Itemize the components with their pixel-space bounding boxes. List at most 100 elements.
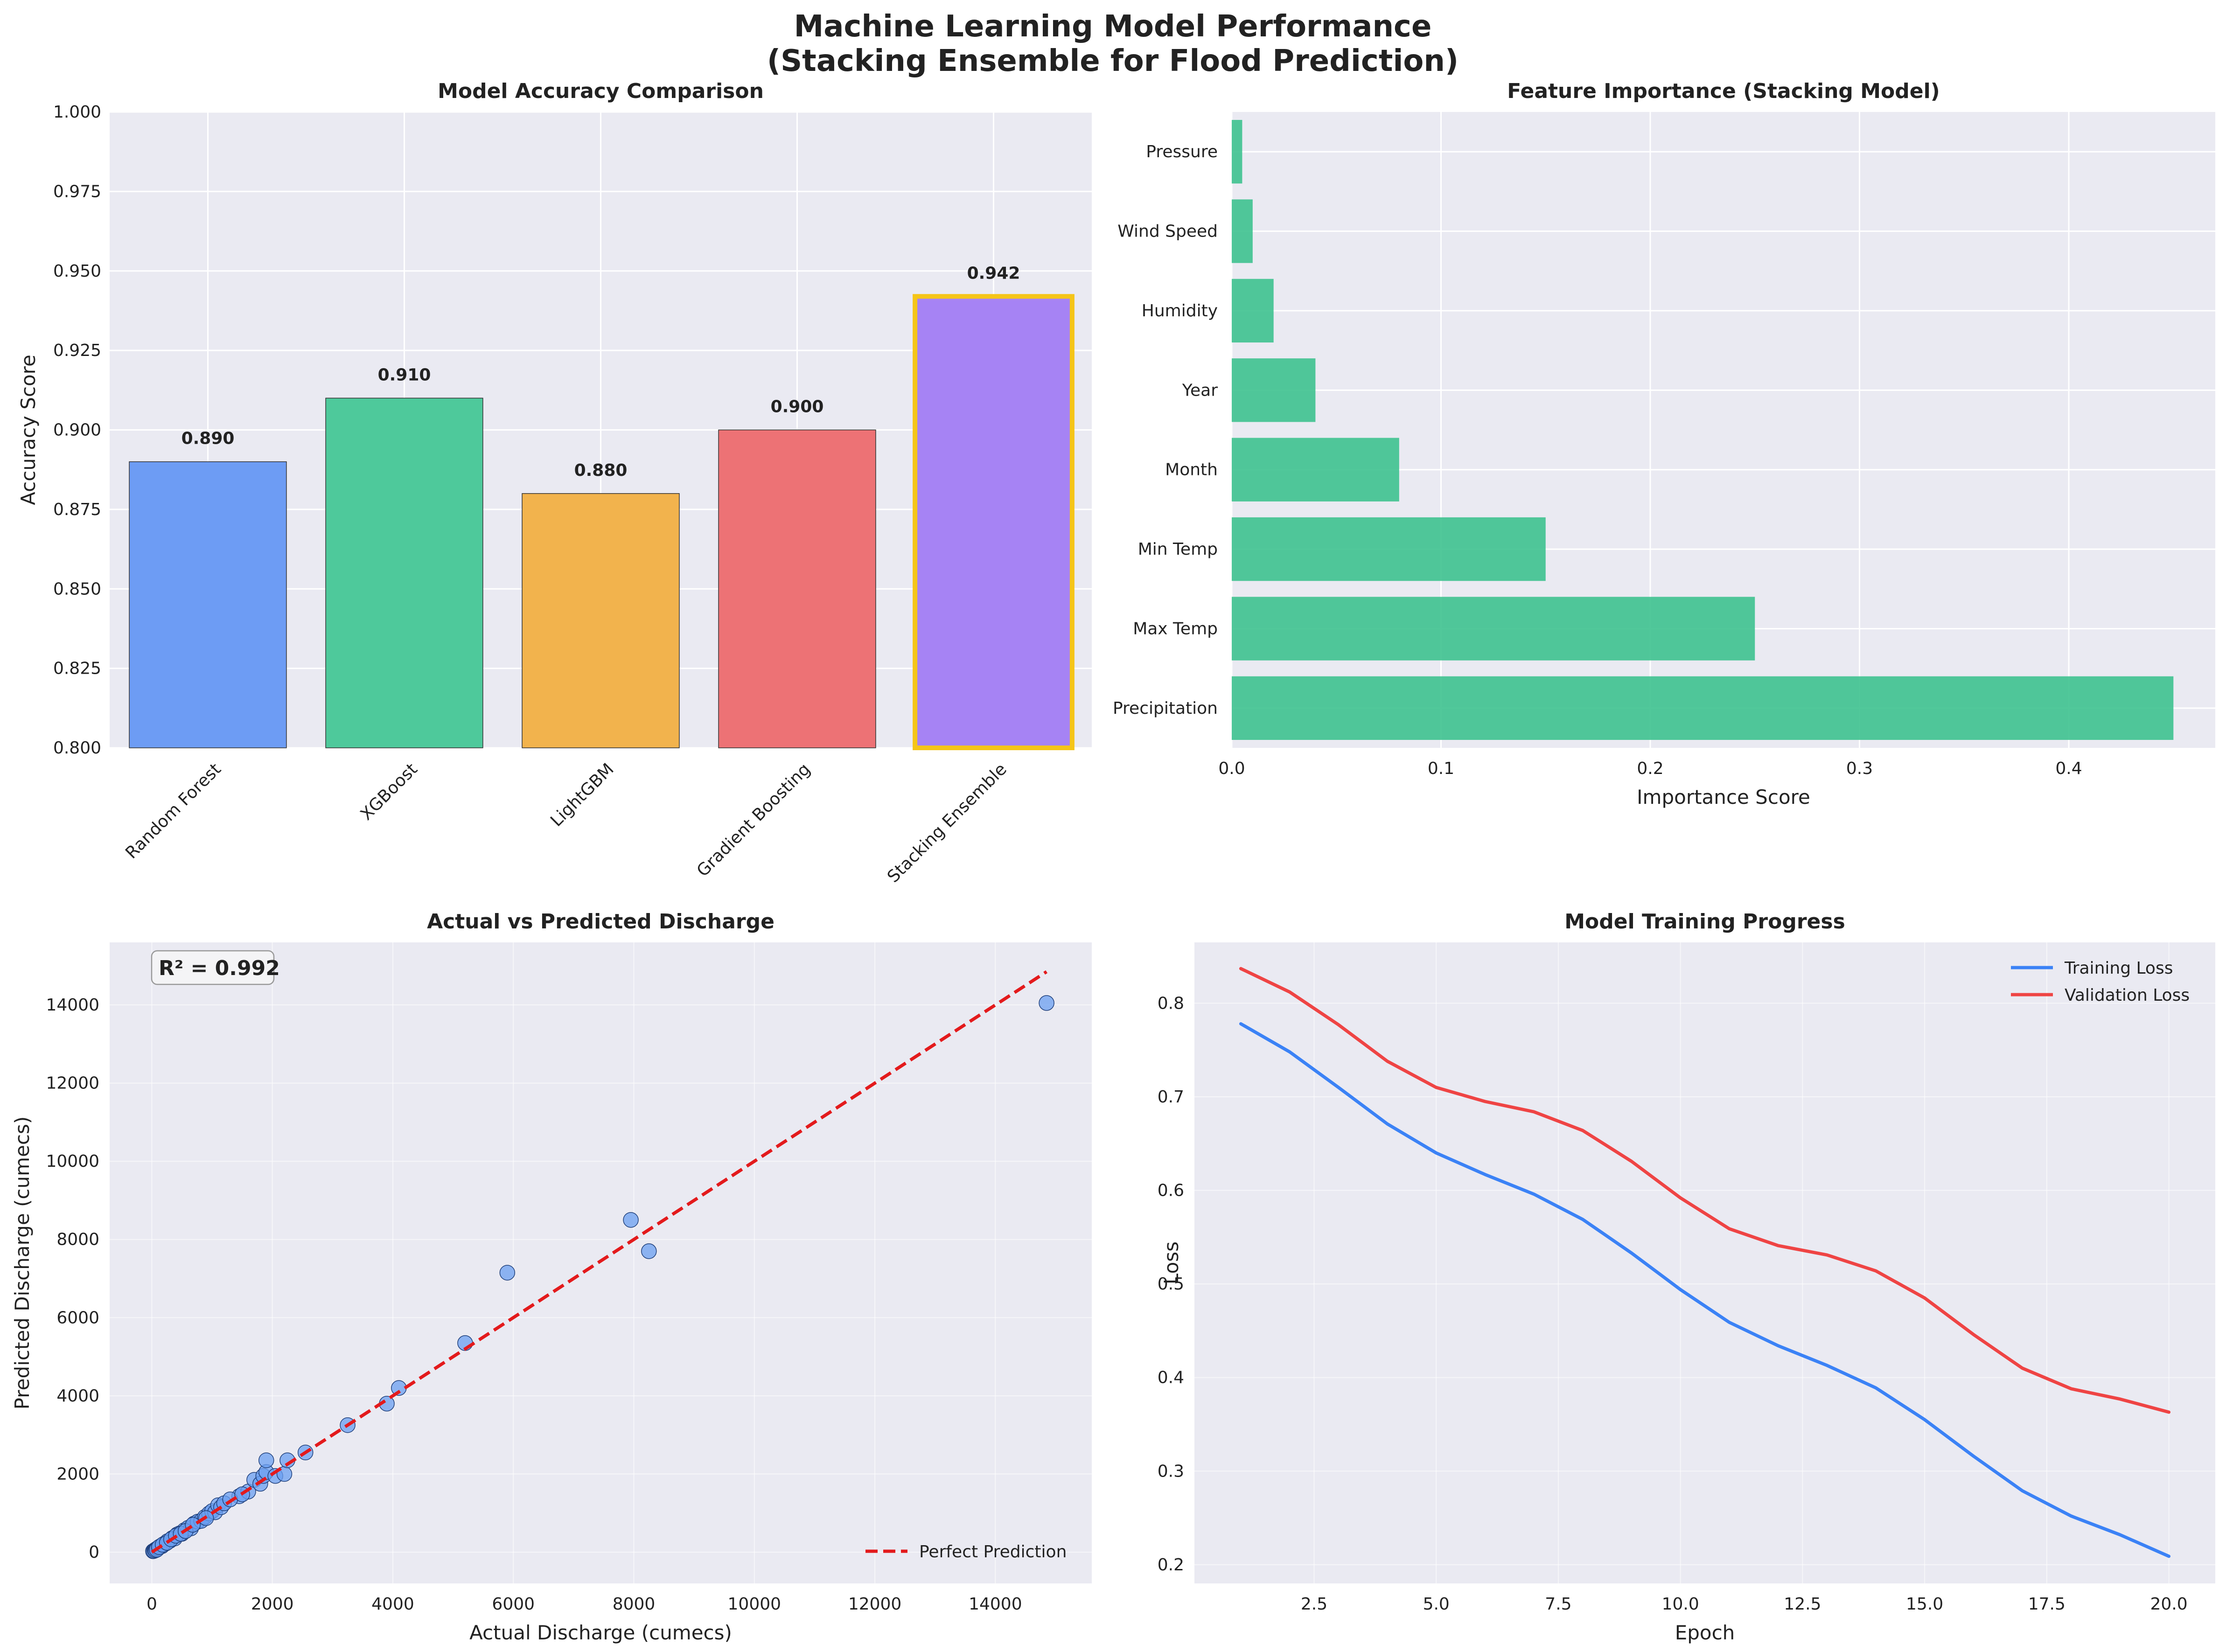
training-plot-area (1194, 942, 2215, 1583)
scatter-ytick-label: 12000 (46, 1074, 99, 1093)
importance-bar (1232, 358, 1316, 422)
training-ytick-label: 0.4 (1158, 1368, 1184, 1387)
importance-xtick-label: 0.3 (1846, 759, 1873, 778)
accuracy-ytick-label: 0.825 (53, 659, 101, 678)
importance-xtick-label: 0.4 (2055, 759, 2082, 778)
scatter-point (641, 1243, 657, 1259)
r2-annotation: R² = 0.992 (159, 956, 280, 980)
accuracy-bar (913, 294, 1075, 750)
importance-ytick-label: Month (1165, 460, 1218, 480)
importance-bar (1232, 199, 1253, 263)
scatter-xlabel: Actual Discharge (cumecs) (469, 1621, 732, 1644)
scatter-xtick-label: 6000 (492, 1595, 535, 1614)
scatter-point (499, 1265, 516, 1281)
scatter-ylabel: Predicted Discharge (cumecs) (11, 1116, 34, 1409)
accuracy-value-label: 0.880 (574, 461, 628, 480)
training-xtick-label: 10.0 (1662, 1595, 1699, 1614)
accuracy-xtick-label: XGBoost (357, 760, 421, 824)
training-xtick-label: 17.5 (2028, 1595, 2066, 1614)
training-ytick-label: 0.2 (1158, 1555, 1184, 1575)
scatter-ytick-label: 14000 (46, 996, 99, 1015)
accuracy-value-label: 0.890 (181, 429, 235, 448)
accuracy-ytick-label: 0.975 (53, 182, 101, 201)
scatter-xtick-label: 2000 (251, 1595, 294, 1614)
accuracy-ytick-label: 0.900 (53, 421, 101, 440)
importance-bar (1232, 120, 1242, 184)
training-xtick-label: 20.0 (2150, 1595, 2187, 1614)
r2-annotation-box (151, 950, 275, 985)
accuracy-ylabel: Accuracy Score (17, 355, 40, 505)
accuracy-bar (325, 397, 483, 748)
importance-bar (1232, 676, 2174, 740)
training-xtick-label: 2.5 (1301, 1595, 1327, 1614)
discharge-scatter-chart: 0 2000 4000 6000 8000 10000 12000 14000 0 2000 400… (11, 910, 1092, 1644)
training-xlabel: Epoch (1675, 1621, 1735, 1644)
accuracy-ytick-label: 0.950 (53, 262, 101, 281)
scatter-point (1039, 995, 1054, 1011)
importance-ytick-label: Wind Speed (1117, 222, 1218, 241)
scatter-ytick-label: 8000 (56, 1230, 99, 1249)
scatter-xtick-label: 4000 (371, 1595, 414, 1614)
scatter-xtick-label: 12000 (848, 1595, 902, 1614)
importance-ytick-label: Humidity (1142, 301, 1218, 321)
training-progress-chart: 2.5 5.0 7.5 10.0 12.5 15.0 17.5 20.0 0.2 0.3 0.4 0.… (1158, 910, 2215, 1644)
legend-training-label: Training Loss (2064, 959, 2173, 978)
importance-bar (1232, 279, 1274, 343)
scatter-ytick-label: 2000 (56, 1464, 99, 1484)
scatter-ytick-label: 6000 (56, 1308, 99, 1327)
training-title: Model Training Progress (1564, 910, 1845, 934)
accuracy-xtick-label: Gradient Boosting (693, 760, 814, 880)
training-ytick-label: 0.8 (1158, 994, 1184, 1013)
training-ytick-label: 0.3 (1158, 1462, 1184, 1481)
importance-xtick-label: 0.1 (1428, 759, 1454, 778)
scatter-point (623, 1212, 639, 1228)
importance-xtick-label: 0.2 (1637, 759, 1663, 778)
scatter-ytick-label: 0 (89, 1543, 99, 1562)
legend-perfect-prediction-label: Perfect Prediction (919, 1542, 1067, 1561)
accuracy-title: Model Accuracy Comparison (438, 79, 764, 103)
training-ytick-label: 0.5 (1158, 1275, 1184, 1294)
accuracy-value-label: 0.900 (771, 397, 824, 417)
importance-xlabel: Importance Score (1637, 786, 1810, 809)
accuracy-bar (522, 493, 680, 748)
validation-loss-line (1239, 967, 2171, 1414)
scatter-point (258, 1452, 274, 1468)
importance-ytick-label: Max Temp (1133, 619, 1218, 638)
training-ylabel: Loss (1160, 1241, 1183, 1284)
accuracy-ytick-label: 0.925 (53, 341, 101, 360)
accuracy-xtick-label: Stacking Ensemble (884, 760, 1011, 886)
perfect-prediction-line (151, 970, 1048, 1554)
training-xtick-label: 15.0 (1906, 1595, 1943, 1614)
importance-ytick-label: Pressure (1146, 142, 1218, 161)
importance-bar (1232, 597, 1755, 661)
training-xtick-label: 12.5 (1784, 1595, 1821, 1614)
accuracy-bar (718, 429, 876, 748)
scatter-xtick-label: 10000 (728, 1595, 782, 1614)
scatter-title: Actual vs Predicted Discharge (427, 910, 775, 934)
training-ytick-label: 0.6 (1158, 1181, 1184, 1200)
importance-ytick-label: Year (1182, 381, 1218, 400)
scatter-ytick-label: 4000 (56, 1387, 99, 1406)
importance-xtick-label: 0.0 (1218, 759, 1245, 778)
accuracy-value-label: 0.942 (967, 264, 1020, 283)
training-ytick-label: 0.7 (1158, 1087, 1184, 1107)
accuracy-ytick-label: 1.000 (53, 103, 101, 122)
accuracy-bar (129, 461, 287, 748)
importance-title: Feature Importance (Stacking Model) (1507, 79, 1940, 103)
scatter-xtick-label: 8000 (613, 1595, 656, 1614)
importance-bar (1232, 438, 1399, 502)
importance-ytick-label: Precipitation (1113, 699, 1218, 718)
accuracy-chart: 0.800 0.825 0.850 0.875 0.900 0.925 0.950 0.975… (17, 79, 1092, 886)
accuracy-ytick-label: 0.850 (53, 579, 101, 599)
importance-ytick-label: Min Temp (1138, 540, 1218, 559)
legend-validation-label: Validation Loss (2065, 986, 2190, 1005)
accuracy-xtick-label: Random Forest (122, 760, 225, 863)
accuracy-ytick-label: 0.800 (53, 739, 101, 758)
accuracy-xtick-label: LightGBM (547, 760, 618, 830)
importance-bar (1232, 517, 1546, 581)
scatter-ytick-label: 10000 (46, 1152, 99, 1171)
figure-title-line1: Machine Learning Model Performance (794, 9, 1432, 44)
training-xtick-label: 5.0 (1423, 1595, 1450, 1614)
accuracy-value-label: 0.910 (378, 365, 431, 384)
